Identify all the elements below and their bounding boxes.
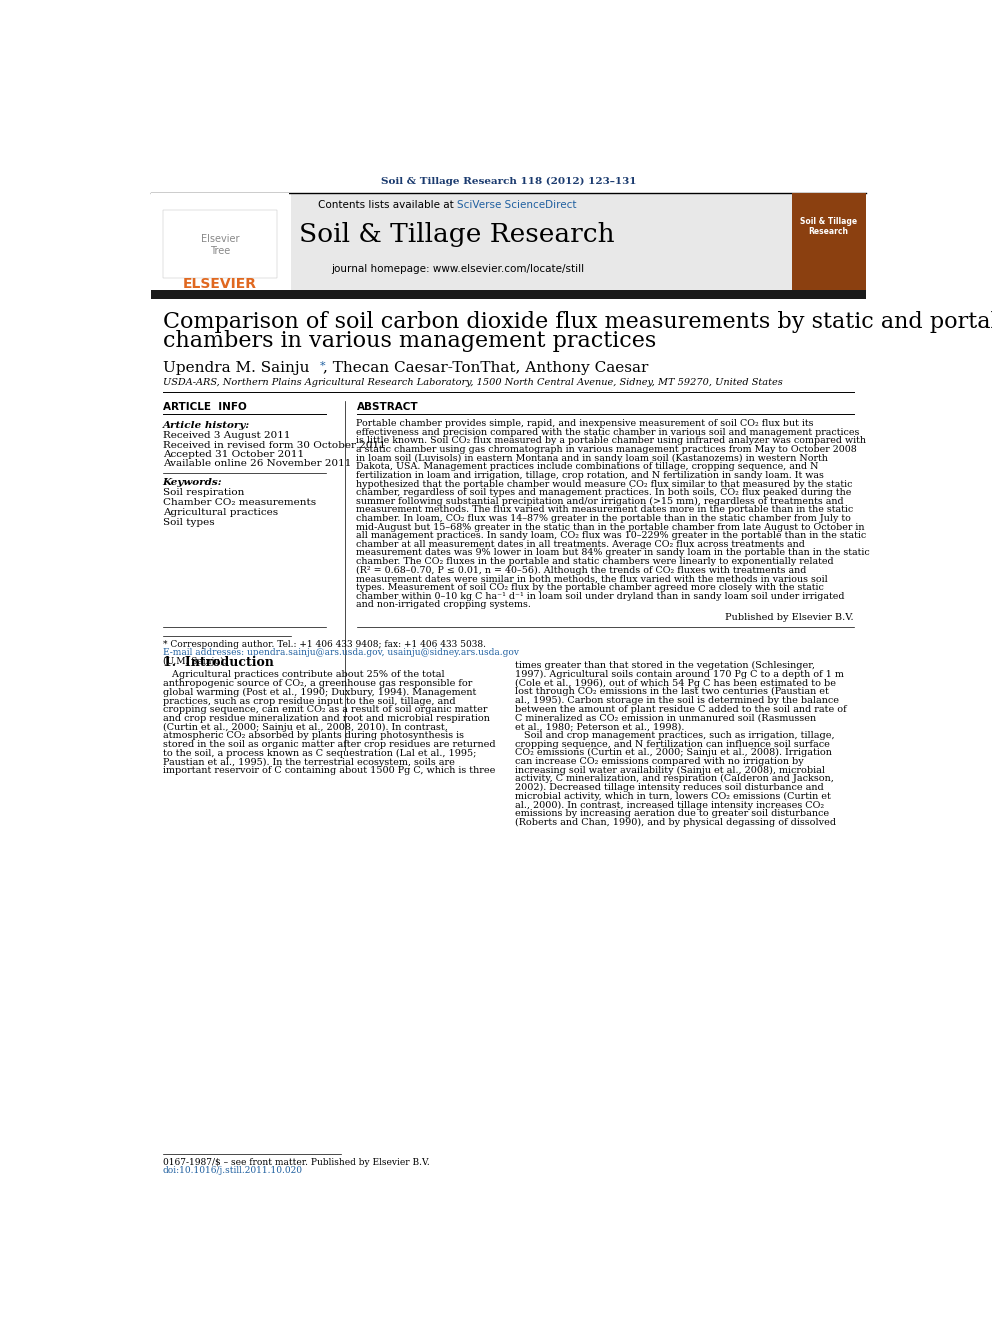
Text: CO₂ emissions (Curtin et al., 2000; Sainju et al., 2008). Irrigation: CO₂ emissions (Curtin et al., 2000; Sain… (516, 749, 832, 757)
Text: E-mail addresses: upendra.sainju@ars.usda.gov, usainju@sidney.ars.usda.gov: E-mail addresses: upendra.sainju@ars.usd… (163, 648, 519, 658)
Text: measurement dates was 9% lower in loam but 84% greater in sandy loam in the port: measurement dates was 9% lower in loam b… (356, 549, 870, 557)
Text: al., 2000). In contrast, increased tillage intensity increases CO₂: al., 2000). In contrast, increased tilla… (516, 800, 824, 810)
Text: between the amount of plant residue C added to the soil and rate of: between the amount of plant residue C ad… (516, 705, 847, 713)
Text: Soil types: Soil types (163, 519, 214, 528)
Text: Soil & Tillage Research: Soil & Tillage Research (300, 222, 615, 246)
Text: types. Measurement of soil CO₂ flux by the portable chamber agreed more closely : types. Measurement of soil CO₂ flux by t… (356, 583, 824, 591)
Text: Agricultural practices contribute about 25% of the total: Agricultural practices contribute about … (163, 671, 444, 680)
Text: Chamber CO₂ measurements: Chamber CO₂ measurements (163, 499, 315, 508)
Bar (151, 193, 289, 290)
Text: ELSEVIER: ELSEVIER (184, 278, 257, 291)
Text: and non-irrigated cropping systems.: and non-irrigated cropping systems. (356, 601, 532, 610)
Bar (792, 193, 866, 290)
Text: , Thecan Caesar-TonThat, Anthony Caesar: , Thecan Caesar-TonThat, Anthony Caesar (323, 361, 649, 376)
Text: SciVerse ScienceDirect: SciVerse ScienceDirect (457, 200, 576, 210)
Text: hypothesized that the portable chamber would measure CO₂ flux similar to that me: hypothesized that the portable chamber w… (356, 479, 853, 488)
Text: journal homepage: www.elsevier.com/locate/still: journal homepage: www.elsevier.com/locat… (330, 263, 584, 274)
Text: (Roberts and Chan, 1990), and by physical degassing of dissolved: (Roberts and Chan, 1990), and by physica… (516, 818, 836, 827)
Text: Elsevier
Tree: Elsevier Tree (200, 234, 239, 255)
Text: 2002). Decreased tillage intensity reduces soil disturbance and: 2002). Decreased tillage intensity reduc… (516, 783, 824, 792)
Text: Received 3 August 2011: Received 3 August 2011 (163, 431, 291, 441)
Text: Published by Elsevier B.V.: Published by Elsevier B.V. (725, 614, 854, 623)
Text: in loam soil (Luvisols) in eastern Montana and in sandy loam soil (Kastanozems) : in loam soil (Luvisols) in eastern Monta… (356, 454, 828, 463)
Text: chambers in various management practices: chambers in various management practices (163, 331, 656, 352)
Text: chamber at all measurement dates in all treatments. Average CO₂ flux across trea: chamber at all measurement dates in all … (356, 540, 806, 549)
Text: chamber. In loam, CO₂ flux was 14–87% greater in the portable than in the static: chamber. In loam, CO₂ flux was 14–87% gr… (356, 515, 851, 523)
Text: atmospheric CO₂ absorbed by plants during photosynthesis is: atmospheric CO₂ absorbed by plants durin… (163, 732, 463, 741)
Text: (R² = 0.68–0.70, P ≤ 0.01, n = 40–56). Although the trends of CO₂ fluxes with tr: (R² = 0.68–0.70, P ≤ 0.01, n = 40–56). A… (356, 566, 806, 574)
Text: Portable chamber provides simple, rapid, and inexpensive measurement of soil CO₂: Portable chamber provides simple, rapid,… (356, 419, 814, 429)
Text: a static chamber using gas chromatograph in various management practices from Ma: a static chamber using gas chromatograph… (356, 445, 857, 454)
Text: Article history:: Article history: (163, 422, 250, 430)
Text: Soil & Tillage Research 118 (2012) 123–131: Soil & Tillage Research 118 (2012) 123–1… (381, 177, 636, 187)
Text: Soil and crop management practices, such as irrigation, tillage,: Soil and crop management practices, such… (516, 730, 835, 740)
Text: effectiveness and precision compared with the static chamber in various soil and: effectiveness and precision compared wit… (356, 427, 860, 437)
Text: Paustian et al., 1995). In the terrestrial ecosystem, soils are: Paustian et al., 1995). In the terrestri… (163, 757, 454, 766)
Text: is little known. Soil CO₂ flux measured by a portable chamber using infrared ana: is little known. Soil CO₂ flux measured … (356, 437, 866, 446)
Text: Available online 26 November 2011: Available online 26 November 2011 (163, 459, 351, 468)
Text: et al., 1980; Peterson et al., 1998).: et al., 1980; Peterson et al., 1998). (516, 722, 684, 732)
Text: can increase CO₂ emissions compared with no irrigation by: can increase CO₂ emissions compared with… (516, 757, 805, 766)
Text: all management practices. In sandy loam, CO₂ flux was 10–229% greater in the por: all management practices. In sandy loam,… (356, 532, 867, 540)
Text: fertilization in loam and irrigation, tillage, crop rotation, and N fertilizatio: fertilization in loam and irrigation, ti… (356, 471, 824, 480)
Text: 0167-1987/$ – see front matter. Published by Elsevier B.V.: 0167-1987/$ – see front matter. Publishe… (163, 1158, 430, 1167)
Text: C mineralized as CO₂ emission in unmanured soil (Rasmussen: C mineralized as CO₂ emission in unmanur… (516, 713, 816, 722)
Text: and crop residue mineralization and root and microbial respiration: and crop residue mineralization and root… (163, 714, 490, 722)
Text: practices, such as crop residue input to the soil, tillage, and: practices, such as crop residue input to… (163, 697, 455, 705)
Text: (U.M. Sainju).: (U.M. Sainju). (163, 656, 226, 665)
Text: Dakota, USA. Management practices include combinations of tillage, cropping sequ: Dakota, USA. Management practices includ… (356, 462, 819, 471)
Text: Comparison of soil carbon dioxide flux measurements by static and portable: Comparison of soil carbon dioxide flux m… (163, 311, 992, 333)
Text: cropping sequence, can emit CO₂ as a result of soil organic matter: cropping sequence, can emit CO₂ as a res… (163, 705, 487, 714)
Text: Keywords:: Keywords: (163, 479, 222, 487)
Text: Received in revised form 30 October 2011: Received in revised form 30 October 2011 (163, 441, 386, 450)
Text: Soil respiration: Soil respiration (163, 488, 244, 497)
Text: measurement dates were similar in both methods, the flux varied with the methods: measurement dates were similar in both m… (356, 574, 828, 583)
Text: Agricultural practices: Agricultural practices (163, 508, 278, 517)
Text: activity, C mineralization, and respiration (Calderon and Jackson,: activity, C mineralization, and respirat… (516, 774, 834, 783)
Text: to the soil, a process known as C sequestration (Lal et al., 1995;: to the soil, a process known as C seques… (163, 749, 476, 758)
Text: doi:10.1016/j.still.2011.10.020: doi:10.1016/j.still.2011.10.020 (163, 1166, 303, 1175)
Text: increasing soil water availability (Sainju et al., 2008), microbial: increasing soil water availability (Sain… (516, 766, 825, 775)
Text: ABSTRACT: ABSTRACT (356, 402, 418, 413)
Text: stored in the soil as organic matter after crop residues are returned: stored in the soil as organic matter aft… (163, 740, 495, 749)
Text: (Cole et al., 1996), out of which 54 Pg C has been estimated to be: (Cole et al., 1996), out of which 54 Pg … (516, 679, 836, 688)
Text: mid-August but 15–68% greater in the static than in the portable chamber from la: mid-August but 15–68% greater in the sta… (356, 523, 865, 532)
Text: ARTICLE  INFO: ARTICLE INFO (163, 402, 246, 413)
Text: al., 1995). Carbon storage in the soil is determined by the balance: al., 1995). Carbon storage in the soil i… (516, 696, 839, 705)
Bar (291, 193, 792, 290)
Text: emissions by increasing aeration due to greater soil disturbance: emissions by increasing aeration due to … (516, 810, 829, 818)
Text: chamber, regardless of soil types and management practices. In both soils, CO₂ f: chamber, regardless of soil types and ma… (356, 488, 852, 497)
Text: USDA-ARS, Northern Plains Agricultural Research Laboratory, 1500 North Central A: USDA-ARS, Northern Plains Agricultural R… (163, 378, 783, 388)
Text: Accepted 31 October 2011: Accepted 31 October 2011 (163, 450, 304, 459)
Text: 1.  Introduction: 1. Introduction (163, 656, 274, 669)
Text: Contents lists available at: Contents lists available at (318, 200, 457, 210)
Text: global warming (Post et al., 1990; Duxbury, 1994). Management: global warming (Post et al., 1990; Duxbu… (163, 688, 476, 697)
Bar (163, 210, 278, 278)
Text: chamber within 0–10 kg C ha⁻¹ d⁻¹ in loam soil under dryland than in sandy loam : chamber within 0–10 kg C ha⁻¹ d⁻¹ in loa… (356, 591, 845, 601)
Text: Soil & Tillage
Research: Soil & Tillage Research (800, 217, 857, 237)
Text: *: * (319, 361, 325, 370)
Text: summer following substantial precipitation and/or irrigation (>15 mm), regardles: summer following substantial precipitati… (356, 496, 844, 505)
Text: * Corresponding author. Tel.: +1 406 433 9408; fax: +1 406 433 5038.: * Corresponding author. Tel.: +1 406 433… (163, 639, 486, 648)
Text: 1997). Agricultural soils contain around 170 Pg C to a depth of 1 m: 1997). Agricultural soils contain around… (516, 669, 844, 679)
Text: Upendra M. Sainju: Upendra M. Sainju (163, 361, 310, 376)
Text: lost through CO₂ emissions in the last two centuries (Paustian et: lost through CO₂ emissions in the last t… (516, 687, 829, 696)
Text: chamber. The CO₂ fluxes in the portable and static chambers were linearly to exp: chamber. The CO₂ fluxes in the portable … (356, 557, 834, 566)
Text: times greater than that stored in the vegetation (Schlesinger,: times greater than that stored in the ve… (516, 662, 815, 671)
Text: cropping sequence, and N fertilization can influence soil surface: cropping sequence, and N fertilization c… (516, 740, 830, 749)
Bar (151, 290, 866, 299)
Text: anthropogenic source of CO₂, a greenhouse gas responsible for: anthropogenic source of CO₂, a greenhous… (163, 679, 472, 688)
Text: (Curtin et al., 2000; Sainju et al., 2008, 2010). In contrast,: (Curtin et al., 2000; Sainju et al., 200… (163, 722, 447, 732)
Text: important reservoir of C containing about 1500 Pg C, which is three: important reservoir of C containing abou… (163, 766, 495, 775)
Text: measurement methods. The flux varied with measurement dates more in the portable: measurement methods. The flux varied wit… (356, 505, 854, 515)
Text: microbial activity, which in turn, lowers CO₂ emissions (Curtin et: microbial activity, which in turn, lower… (516, 791, 831, 800)
